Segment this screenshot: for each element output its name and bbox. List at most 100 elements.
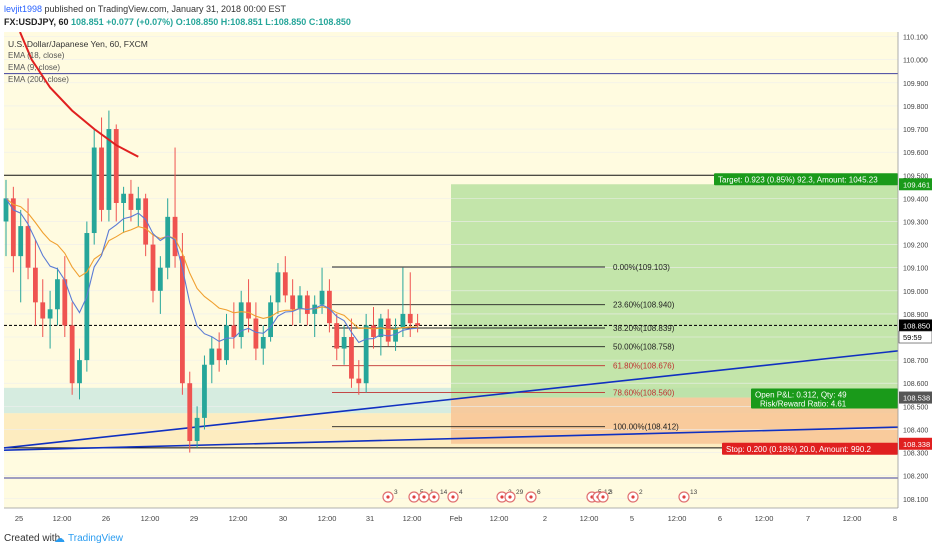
candle-body [356, 378, 362, 384]
price-tick-label: 108.400 [903, 427, 928, 434]
candle-body [91, 147, 97, 234]
price-tag-label: 108.850 [903, 321, 930, 330]
price-tick-label: 108.700 [903, 358, 928, 365]
candle-body [349, 337, 354, 379]
event-dot-icon [508, 495, 512, 499]
publish-line: levjit1998 published on TradingView.com,… [4, 4, 286, 14]
symbol-line: FX:USDJPY, 60 108.851 +0.077 (+0.07%) O:… [4, 17, 351, 27]
candle-body [238, 302, 244, 338]
ema18-legend[interactable]: EMA (18, close) [8, 51, 65, 60]
fib-level-label: 78.60%(108.560) [613, 388, 675, 397]
price-tick-label: 109.700 [903, 127, 928, 134]
candle-body [216, 348, 222, 361]
candle-body [135, 198, 141, 210]
price-change: +0.077 (+0.07%) [106, 17, 174, 27]
fib-level-label: 23.60%(108.940) [613, 301, 675, 310]
price-tick-label: 108.900 [903, 312, 928, 319]
time-tick-label: Feb [450, 514, 463, 523]
time-tick-label: 12:00 [490, 514, 509, 523]
time-tick-label: 12:00 [229, 514, 248, 523]
candle-body [121, 193, 126, 203]
close-value: C:108.850 [308, 17, 351, 27]
symbol-legend: U.S. Dollar/Japanese Yen, 60, FXCM [8, 39, 148, 49]
event-count-label: 13 [690, 489, 698, 496]
trend-line-upper [3, 350, 899, 449]
candle-body [275, 272, 281, 303]
candle-body [327, 290, 332, 324]
fib-level-label: 50.00%(108.758) [613, 343, 675, 352]
price-tag-label: 109.461 [903, 180, 930, 189]
candle-body [312, 304, 318, 314]
candle-body [304, 295, 310, 314]
time-tick-label: 2 [543, 514, 547, 523]
price-tick-label: 109.000 [903, 289, 928, 296]
candle-body [99, 147, 104, 210]
event-dot-icon [682, 495, 686, 499]
time-tick-label: 8 [893, 514, 897, 523]
candle-body [209, 348, 215, 365]
candle-body [407, 313, 413, 324]
fib-level-label: 61.80%(108.676) [613, 362, 675, 371]
candle-body [143, 198, 149, 245]
tradingview-brand[interactable]: TradingView [68, 533, 124, 544]
time-tick-label: 25 [15, 514, 23, 523]
event-dot-icon [422, 495, 426, 499]
rr-label: Risk/Reward Ratio: 4.61 [760, 400, 847, 409]
candle-body [172, 216, 178, 257]
price-tick-label: 108.200 [903, 474, 928, 481]
candle-body [268, 302, 273, 338]
candle-body [18, 226, 24, 257]
candle-body [106, 129, 112, 210]
ema200-legend[interactable]: EMA (200, close) [8, 75, 69, 84]
time-tick-label: 31 [366, 514, 374, 523]
event-dot-icon [432, 495, 436, 499]
candle-body [297, 295, 303, 310]
candle-body [282, 272, 288, 296]
event-dot-icon [631, 495, 635, 499]
price-tick-label: 109.900 [903, 81, 928, 88]
target-label-box [714, 173, 898, 186]
time-tick-label: 12:00 [755, 514, 774, 523]
event-count-label: 29 [516, 489, 524, 496]
candle-body [25, 226, 31, 268]
candle-body [62, 279, 68, 326]
open-value: O:108.850 [175, 17, 219, 27]
symbol: FX:USDJPY, 60 [4, 17, 69, 27]
ema9-line [5, 198, 418, 344]
fib-level-label: 100.00%(108.412) [613, 423, 679, 432]
candle-body [415, 323, 420, 326]
price-tag-label: 108.538 [903, 394, 930, 403]
header: levjit1998 published on TradingView.com,… [0, 0, 932, 32]
publish-text: published on TradingView.com, January 31… [44, 4, 287, 14]
candle-body [224, 325, 229, 361]
price-tag-box [899, 391, 932, 404]
stop-label: Stop: 0.200 (0.18%) 20.0, Amount: 990.2 [726, 445, 872, 454]
price-tick-label: 109.800 [903, 104, 928, 111]
candle-body [341, 337, 347, 349]
author-link[interactable]: levjit1998 [4, 4, 43, 14]
candle-body [33, 267, 38, 303]
price-tick-label: 108.500 [903, 404, 928, 411]
event-count-label: 3 [394, 489, 398, 496]
ema9-legend[interactable]: EMA (9, close) [8, 63, 61, 72]
pnl-label: Open P&L: 0.312, Qty: 49 [755, 391, 847, 400]
high-value: H:108.851 [220, 17, 263, 27]
event-dot-icon [601, 495, 605, 499]
event-count-label: 3 [609, 489, 613, 496]
time-tick-label: 12:00 [580, 514, 599, 523]
event-count-label: 6 [537, 489, 541, 496]
price-tag-box [899, 178, 932, 191]
trend-line-lower [3, 426, 899, 452]
time-tick-label: 12:00 [318, 514, 337, 523]
price-tag-label: 59:59 [903, 333, 922, 342]
time-tick-label: 7 [806, 514, 810, 523]
candle-body [231, 325, 237, 338]
price-tick-label: 108.600 [903, 381, 928, 388]
price-tick-label: 109.200 [903, 243, 928, 250]
price-axis [898, 32, 932, 508]
candle-body [77, 360, 82, 384]
last-price: 108.851 [71, 17, 104, 27]
candle-body [3, 198, 9, 222]
time-tick-label: 12:00 [141, 514, 160, 523]
